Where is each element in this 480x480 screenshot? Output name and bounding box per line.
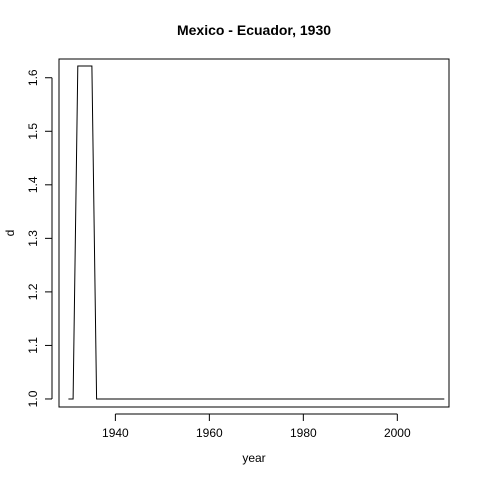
y-tick-label: 1.4 <box>26 176 40 193</box>
x-axis: 1940 1960 1980 2000 <box>102 413 411 440</box>
plot-frame <box>58 58 450 408</box>
x-tick-label: 2000 <box>384 426 411 440</box>
y-axis: 1.0 1.1 1.2 1.3 1.4 1.5 1.6 <box>26 69 53 407</box>
y-axis-label: d <box>3 230 17 237</box>
series-layer <box>68 65 445 400</box>
y-tick-label: 1.6 <box>26 69 40 86</box>
x-tick-label: 1940 <box>102 426 129 440</box>
y-tick-label: 1.2 <box>26 283 40 300</box>
y-tick-label: 1.0 <box>26 390 40 407</box>
series-line <box>68 65 445 400</box>
y-tick-label: 1.1 <box>26 337 40 354</box>
chart-title: Mexico - Ecuador, 1930 <box>177 22 331 38</box>
x-axis-label: year <box>242 451 265 465</box>
x-tick-label: 1980 <box>290 426 317 440</box>
x-tick-label: 1960 <box>196 426 223 440</box>
y-tick-label: 1.3 <box>26 230 40 247</box>
y-tick-label: 1.5 <box>26 123 40 140</box>
